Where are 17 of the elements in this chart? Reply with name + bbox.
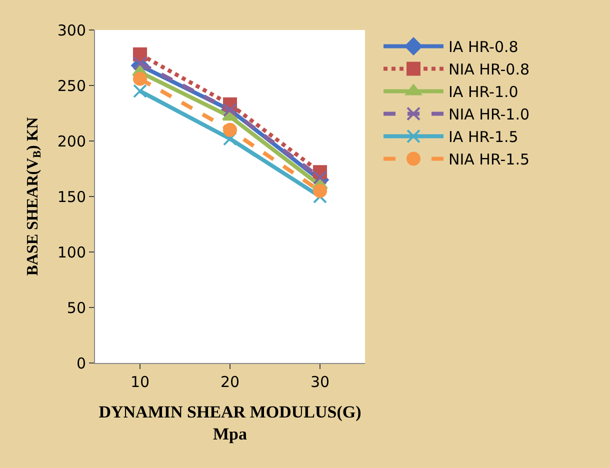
- legend-label: IA HR-1.0: [448, 83, 518, 102]
- legend-label: IA HR-1.5: [448, 128, 518, 146]
- y-tick-label: 50: [66, 298, 86, 317]
- x-tick-label: 10: [130, 373, 150, 391]
- legend-label: NIA HR-0.8: [448, 60, 530, 79]
- legend-label: NIA HR-1.0: [448, 106, 530, 124]
- x-tick-label: 30: [310, 373, 330, 391]
- legend-label: IA HR-0.8: [448, 38, 518, 56]
- y-tick-label: 250: [57, 76, 86, 95]
- y-tick-label: 200: [57, 132, 86, 150]
- x-tick-label: 20: [220, 373, 240, 391]
- y-tick-label: 150: [57, 188, 86, 206]
- x-axis-title: DYNAMIN SHEAR MODULUS(G) Mpa: [98, 402, 362, 444]
- y-tick-label: 300: [57, 21, 86, 40]
- legend-label: NIA HR-1.5: [448, 150, 530, 169]
- y-tick-label: 0: [76, 354, 86, 372]
- y-tick-label: 100: [57, 243, 86, 262]
